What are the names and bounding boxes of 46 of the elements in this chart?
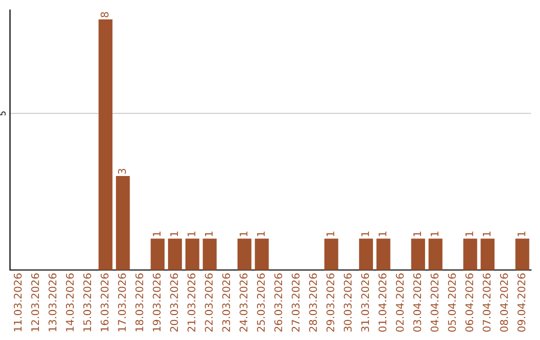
data-label: 1: [170, 232, 178, 236]
data-label: 1: [361, 232, 369, 236]
x-tick-label: 21.03.2026: [187, 273, 196, 332]
x-tick-label: 19.03.2026: [152, 273, 161, 332]
x-tick-label: 28.03.2026: [309, 273, 317, 332]
x-tick-label: 16.03.2026: [100, 273, 109, 332]
x-tick-label: 20.03.2026: [170, 273, 178, 332]
x-tick-label: 23.03.2026: [222, 273, 230, 332]
x-tick-label: 30.03.2026: [344, 273, 352, 332]
x-tick-label: 29.03.2026: [326, 273, 334, 332]
x-tick-label: 25.03.2026: [256, 273, 265, 332]
data-label: 1: [430, 232, 438, 236]
data-label: 1: [188, 232, 196, 236]
x-tick-label: 03.04.2026: [413, 273, 422, 332]
data-label: 1: [326, 232, 334, 236]
x-tick-label: 08.04.2026: [500, 273, 508, 332]
data-label: 1: [413, 232, 421, 236]
x-tick-label: 09.04.2026: [517, 273, 526, 332]
x-tick-label: 02.04.2026: [396, 273, 404, 332]
x-tick-label: 27.03.2026: [292, 273, 300, 332]
data-label: 1: [152, 232, 160, 236]
data-label: 1: [204, 232, 213, 236]
x-tick-label: 17.03.2026: [118, 273, 126, 332]
data-label: 1: [518, 232, 526, 236]
x-tick-label: 12.03.2026: [31, 273, 40, 332]
x-tick-label: 15.03.2026: [83, 273, 92, 332]
data-label: 1: [378, 232, 386, 236]
x-tick-label: 14.03.2026: [66, 273, 74, 332]
x-tick-label: 06.04.2026: [465, 273, 474, 332]
data-label: 3: [118, 168, 126, 174]
x-tick-label: 05.04.2026: [448, 273, 456, 332]
x-tick-label: 11.03.2026: [14, 273, 22, 332]
x-tick-label: 24.03.2026: [240, 273, 248, 332]
x-tick-label: 31.03.2026: [361, 273, 370, 332]
x-tick-label: 22.03.2026: [204, 273, 213, 332]
data-label: 8: [100, 12, 109, 18]
data-label: 1: [465, 232, 474, 236]
x-tick-label: 07.04.2026: [482, 273, 491, 332]
data-label: 1: [482, 232, 490, 236]
data-label: 1: [257, 232, 265, 236]
x-tick-label: 01.04.2026: [378, 273, 386, 332]
x-tick-label: 04.04.2026: [430, 273, 439, 332]
x-tick-label: 26.03.2026: [274, 273, 282, 332]
data-label: 1: [240, 232, 248, 236]
x-tick-label: 18.03.2026: [135, 273, 144, 332]
x-tick-label: 13.03.2026: [48, 273, 56, 332]
